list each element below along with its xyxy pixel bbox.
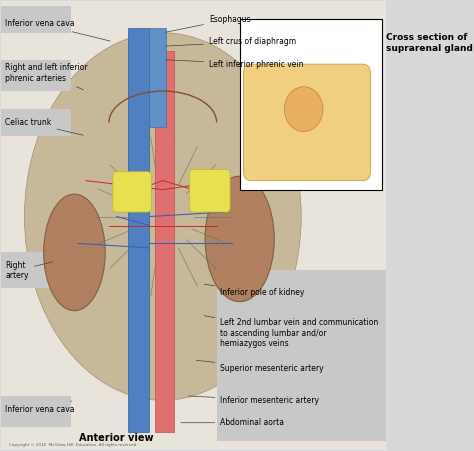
FancyBboxPatch shape [217,270,386,302]
FancyBboxPatch shape [155,51,174,432]
Text: Inferior vena cava: Inferior vena cava [5,401,75,414]
Text: Right and left inferior
phrenic arteries: Right and left inferior phrenic arteries [5,64,88,90]
Text: Superior mesenteric artery: Superior mesenteric artery [196,360,324,373]
FancyBboxPatch shape [217,351,386,382]
Ellipse shape [205,176,274,302]
FancyBboxPatch shape [1,253,71,288]
FancyBboxPatch shape [1,396,71,427]
Text: Celiac trunk: Celiac trunk [5,118,83,135]
FancyBboxPatch shape [244,64,370,181]
Text: Inferior vena cava: Inferior vena cava [5,19,110,41]
Text: Abdominal aorta: Abdominal aorta [181,418,284,427]
Text: Cross section of
suprarenal gland: Cross section of suprarenal gland [386,33,473,53]
FancyBboxPatch shape [190,170,230,212]
FancyBboxPatch shape [217,382,386,414]
FancyBboxPatch shape [1,60,71,91]
Ellipse shape [284,87,323,132]
Text: Left crus of diaphragm: Left crus of diaphragm [165,37,296,46]
Text: Copyright © 2016  McGraw-Hill  Education. All rights reserved.: Copyright © 2016 McGraw-Hill Education. … [9,443,138,447]
Ellipse shape [25,33,301,400]
FancyBboxPatch shape [1,109,71,136]
Text: Right
artery: Right artery [5,261,53,280]
Text: Inferior pole of kidney: Inferior pole of kidney [204,284,305,297]
FancyBboxPatch shape [128,28,149,432]
Text: Anterior view: Anterior view [80,433,154,443]
FancyBboxPatch shape [217,302,386,351]
FancyBboxPatch shape [1,6,71,33]
FancyBboxPatch shape [149,28,165,127]
FancyBboxPatch shape [240,19,382,189]
FancyBboxPatch shape [1,1,386,450]
FancyBboxPatch shape [113,172,151,212]
Text: Left inferior phrenic vein: Left inferior phrenic vein [165,60,303,69]
Text: Left 2nd lumbar vein and communication
to ascending lumbar and/or
hemiazygos vei: Left 2nd lumbar vein and communication t… [204,316,379,348]
FancyBboxPatch shape [217,414,386,441]
Text: Esophagus: Esophagus [165,15,251,32]
Text: Inferior mesenteric artery: Inferior mesenteric artery [189,396,319,405]
Ellipse shape [44,194,105,311]
